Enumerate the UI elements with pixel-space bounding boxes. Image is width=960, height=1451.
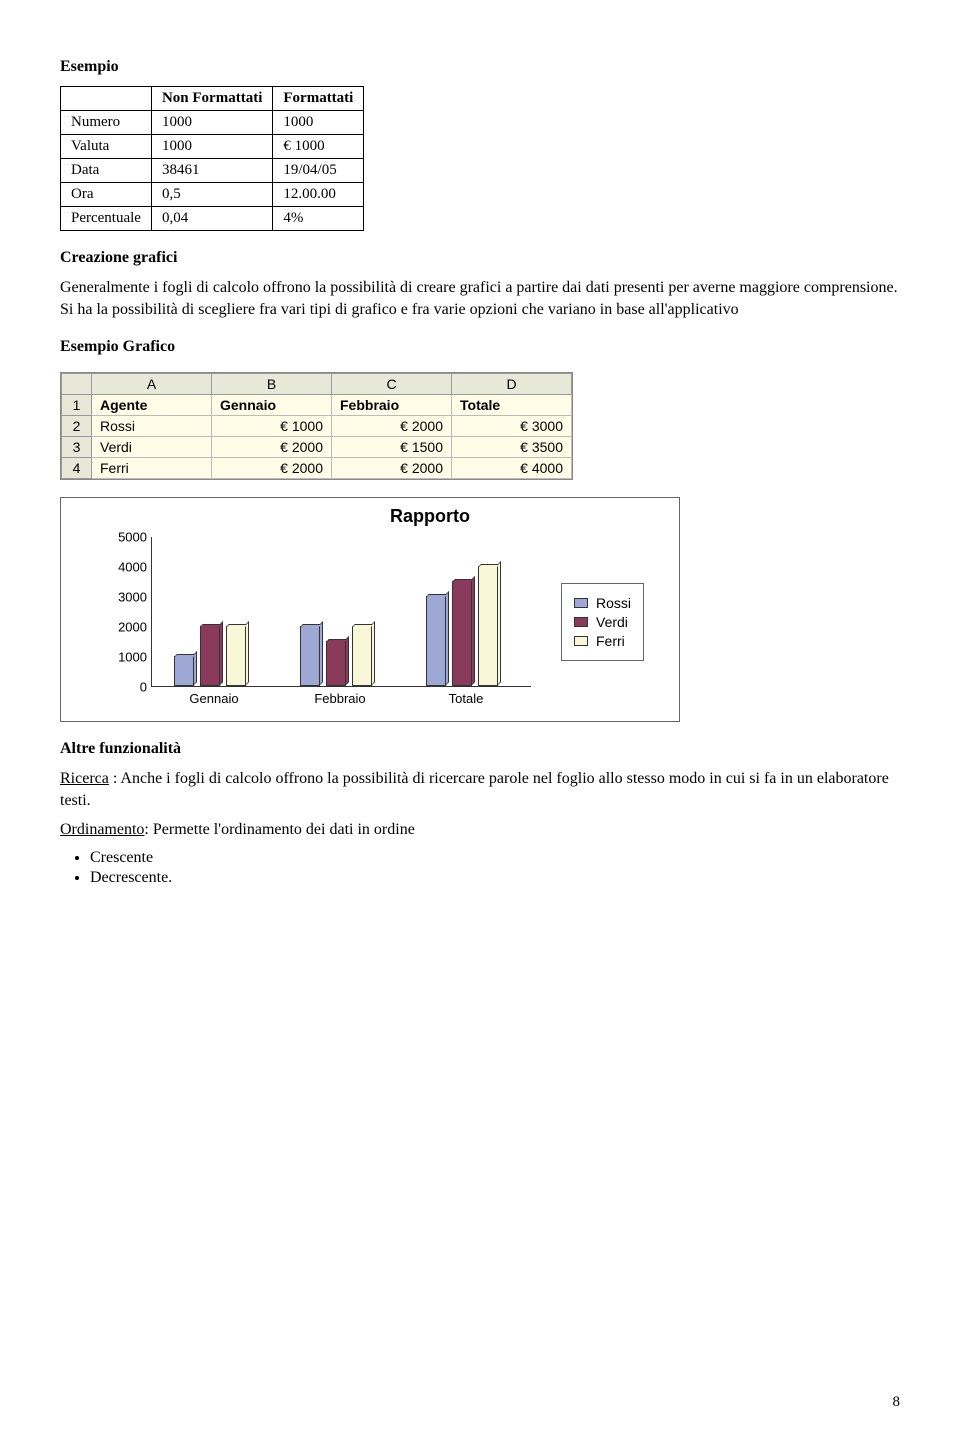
ss-cell: € 1500 (332, 437, 452, 458)
fmt-cell: 0,5 (151, 183, 272, 207)
fmt-cell: 1000 (273, 111, 364, 135)
page-number: 8 (893, 1394, 901, 1411)
fmt-cell: 38461 (151, 159, 272, 183)
ordinamento-text: : Permette l'ordinamento dei dati in ord… (144, 821, 414, 838)
legend-item: Rossi (574, 595, 631, 611)
fmt-cell: 1000 (151, 135, 272, 159)
spreadsheet-snippet: A B C D 1 Agente Gennaio Febbraio Totale… (60, 372, 573, 480)
fmt-cell: Data (61, 159, 152, 183)
ss-rowhdr: 3 (62, 437, 92, 458)
ss-cell: € 2000 (212, 458, 332, 479)
chart-xcat: Febbraio (277, 691, 403, 706)
ss-cell: Totale (452, 395, 572, 416)
ss-cell: € 2000 (332, 416, 452, 437)
legend-label: Ferri (596, 633, 625, 649)
chart-ytick: 1000 (103, 650, 147, 665)
list-item: Decrescente. (90, 869, 900, 887)
ricerca-label: Ricerca (60, 770, 109, 787)
chart-bar (326, 641, 346, 686)
chart-ytick: 3000 (103, 590, 147, 605)
ss-corner (62, 374, 92, 395)
ordinamento-list: Crescente Decrescente. (90, 849, 900, 887)
chart-bar (200, 626, 220, 686)
legend-swatch (574, 617, 588, 627)
chart-ytick: 5000 (103, 530, 147, 545)
fmt-col-1: Non Formattati (151, 87, 272, 111)
paragraph-ordinamento: Ordinamento: Permette l'ordinamento dei … (60, 819, 900, 841)
chart-title: Rapporto (193, 506, 667, 527)
fmt-cell: 12.00.00 (273, 183, 364, 207)
ss-colhdr: C (332, 374, 452, 395)
chart-ytick: 2000 (103, 620, 147, 635)
format-examples-table: Non Formattati Formattati Numero10001000… (60, 86, 364, 231)
ss-rowhdr: 4 (62, 458, 92, 479)
fmt-cell: 0,04 (151, 207, 272, 231)
chart-xcat: Totale (403, 691, 529, 706)
ss-cell: € 1000 (212, 416, 332, 437)
legend-swatch (574, 636, 588, 646)
list-item: Crescente (90, 849, 900, 867)
paragraph-ricerca: Ricerca : Anche i fogli di calcolo offro… (60, 768, 900, 811)
ss-colhdr: B (212, 374, 332, 395)
ss-cell: Verdi (92, 437, 212, 458)
chart-xcat: Gennaio (151, 691, 277, 706)
chart-legend: Rossi Verdi Ferri (561, 583, 644, 661)
ss-cell: Febbraio (332, 395, 452, 416)
fmt-cell: 1000 (151, 111, 272, 135)
chart-bar (426, 596, 446, 686)
heading-altre: Altre funzionalità (60, 740, 900, 758)
ss-colhdr: D (452, 374, 572, 395)
ss-rowhdr: 1 (62, 395, 92, 416)
chart-ytick: 0 (103, 680, 147, 695)
fmt-cell: 4% (273, 207, 364, 231)
legend-item: Ferri (574, 633, 631, 649)
ss-cell: Rossi (92, 416, 212, 437)
chart-bar (226, 626, 246, 686)
legend-label: Rossi (596, 595, 631, 611)
chart-bar (452, 581, 472, 686)
ricerca-text: : Anche i fogli di calcolo offrono la po… (60, 770, 889, 809)
ss-colhdr: A (92, 374, 212, 395)
fmt-cell: € 1000 (273, 135, 364, 159)
chart-bar (174, 656, 194, 686)
chart-ytick: 4000 (103, 560, 147, 575)
fmt-col-2: Formattati (273, 87, 364, 111)
ss-cell: Gennaio (212, 395, 332, 416)
ss-cell: € 2000 (332, 458, 452, 479)
fmt-col-0 (61, 87, 152, 111)
fmt-cell: Ora (61, 183, 152, 207)
legend-item: Verdi (574, 614, 631, 630)
chart-rapporto: Rapporto 010002000300040005000 GennaioFe… (60, 497, 680, 722)
legend-label: Verdi (596, 614, 628, 630)
ordinamento-label: Ordinamento (60, 821, 144, 838)
fmt-cell: Valuta (61, 135, 152, 159)
chart-bar (352, 626, 372, 686)
paragraph-creazione: Generalmente i fogli di calcolo offrono … (60, 277, 900, 320)
ss-cell: € 3500 (452, 437, 572, 458)
heading-creazione: Creazione grafici (60, 249, 900, 267)
fmt-cell: Numero (61, 111, 152, 135)
fmt-cell: Percentuale (61, 207, 152, 231)
legend-swatch (574, 598, 588, 608)
heading-esempio-grafico: Esempio Grafico (60, 338, 900, 356)
chart-bar (300, 626, 320, 686)
ss-cell: Agente (92, 395, 212, 416)
chart-bar (478, 566, 498, 686)
ss-rowhdr: 2 (62, 416, 92, 437)
chart-plot: 010002000300040005000 GennaioFebbraioTot… (151, 537, 531, 707)
ss-cell: € 2000 (212, 437, 332, 458)
ss-cell: € 4000 (452, 458, 572, 479)
fmt-cell: 19/04/05 (273, 159, 364, 183)
ss-cell: Ferri (92, 458, 212, 479)
heading-esempio: Esempio (60, 58, 900, 76)
ss-cell: € 3000 (452, 416, 572, 437)
